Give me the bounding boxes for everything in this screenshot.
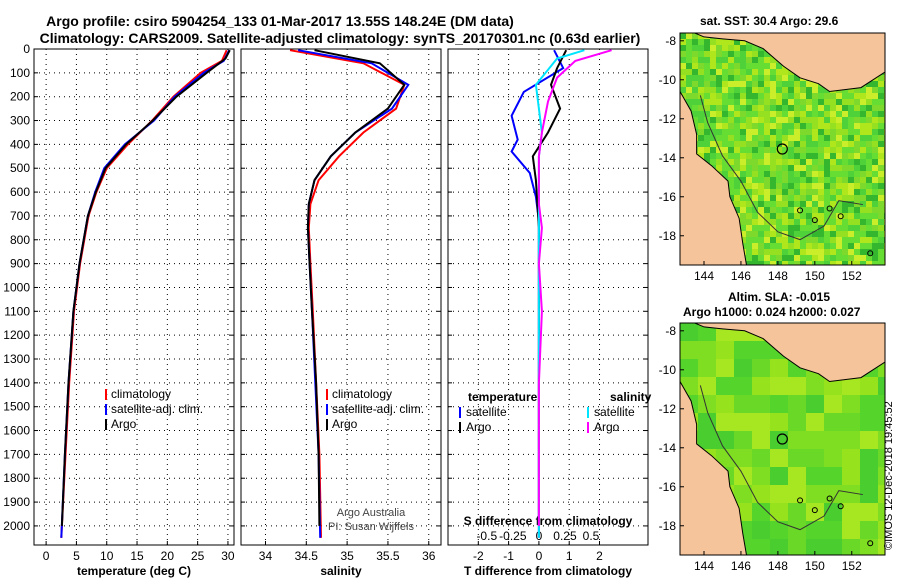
y-tick-label: 1600 (3, 424, 30, 438)
x-axis-label: temperature (deg C) (77, 564, 191, 578)
legend-label: climatology (332, 387, 392, 401)
x2-tick-label: 0.25 (553, 529, 577, 543)
y-tick-label: 900 (10, 257, 30, 271)
legend-label: Argo (594, 420, 620, 434)
annotation-text: Argo Australia (337, 507, 406, 519)
y-tick-label: 1400 (3, 376, 30, 390)
x-tick-label: 36 (422, 549, 436, 563)
x-tick-label: 1 (566, 549, 573, 563)
y-tick-label: 0 (23, 42, 30, 56)
y-tick-label: 100 (10, 66, 30, 80)
x-tick-label: 5 (73, 549, 80, 563)
y-tick-label: 200 (10, 90, 30, 104)
x-tick-label: 0 (43, 549, 50, 563)
series-line-argo (306, 49, 406, 526)
plot-frame (447, 48, 649, 546)
y-tick-label: 600 (10, 185, 30, 199)
legend-label: satellite (466, 405, 507, 419)
y-tick-label: 1100 (4, 304, 30, 318)
x2-tick-label: -0.5 (476, 529, 497, 543)
y-tick-label: 1200 (3, 328, 30, 342)
y-tick-label: 300 (10, 114, 30, 128)
x-tick-label: -1 (503, 549, 514, 563)
x-tick-label: 34 (259, 549, 273, 563)
chart-title-line2: Climatology: CARS2009. Satellite-adjuste… (39, 30, 641, 46)
series-line-s-argo (537, 49, 612, 526)
x-axis-label: salinity (320, 564, 362, 578)
x-axis-label-2: S difference from climatology (464, 514, 633, 528)
plot-frame (240, 48, 442, 546)
legend-title: salinity (610, 390, 652, 404)
legend-label: Argo (332, 417, 358, 431)
x2-tick-label: 0.5 (583, 529, 600, 543)
x2-tick-label: -0.25 (499, 529, 527, 543)
x-axis-label: T difference from climatology (464, 564, 632, 578)
x-tick-label: 2 (596, 549, 603, 563)
x-tick-label: 25 (191, 549, 205, 563)
y-tick-label: 1900 (3, 495, 30, 509)
x-tick-label: 35.5 (376, 549, 400, 563)
map-bottom-title2: Argo h1000: 0.024 h2000: 0.027 (683, 305, 861, 319)
credit-text: ©IMOS 12-Dec-2018 19:45:52 (883, 401, 895, 550)
legend-label: climatology (111, 387, 171, 401)
y-tick-label: 500 (10, 161, 30, 175)
difference-panel: -2 -1 0 1 2T difference from climatology S di… (447, 48, 652, 578)
x-tick-label: 20 (161, 549, 175, 563)
legend-label: satellite (594, 405, 635, 419)
y-tick-label: 1500 (3, 400, 30, 414)
map-top-title: sat. SST: 30.4 Argo: 29.6 (700, 14, 839, 28)
y-tick-label: 1300 (3, 352, 30, 366)
legend-label: satellite-adj. clim. (332, 402, 424, 416)
temperature-panel: 0100200300400500600700800900100011001200… (3, 42, 235, 578)
y-tick-label: 1700 (3, 447, 30, 461)
chart-title-line1: Argo profile: csiro 5904254_133 01-Mar-2… (46, 13, 514, 29)
y-tick-label: 800 (10, 233, 30, 247)
annotation-text: PI: Susan Wijffels (328, 521, 414, 533)
series-line-argo (60, 49, 231, 526)
y-tick-label: 400 (10, 137, 30, 151)
x-tick-label: 0 (536, 549, 543, 563)
y-tick-label: 1000 (3, 280, 30, 294)
legend-title: temperature (468, 390, 538, 404)
x-tick-label: 34.5 (295, 549, 319, 563)
legend-label: Argo (466, 420, 492, 434)
legend-label: satellite-adj. clim. (111, 402, 203, 416)
x-tick-label: 30 (221, 549, 235, 563)
y-tick-label: 2000 (3, 519, 30, 533)
x-tick-label: 35 (340, 549, 354, 563)
plot-frame (33, 48, 235, 546)
x-tick-label: 10 (100, 549, 114, 563)
y-tick-label: 700 (10, 209, 30, 223)
x-tick-label: 15 (130, 549, 144, 563)
legend-label: Argo (111, 417, 137, 431)
y-tick-label: 1800 (3, 471, 30, 485)
salinity-panel: 34 34.5 35 35.5 36 salinity climatologysatelli… (240, 48, 442, 578)
x-tick-label: -2 (473, 549, 484, 563)
map-bottom-title1: Altim. SLA: -0.015 (728, 290, 831, 304)
